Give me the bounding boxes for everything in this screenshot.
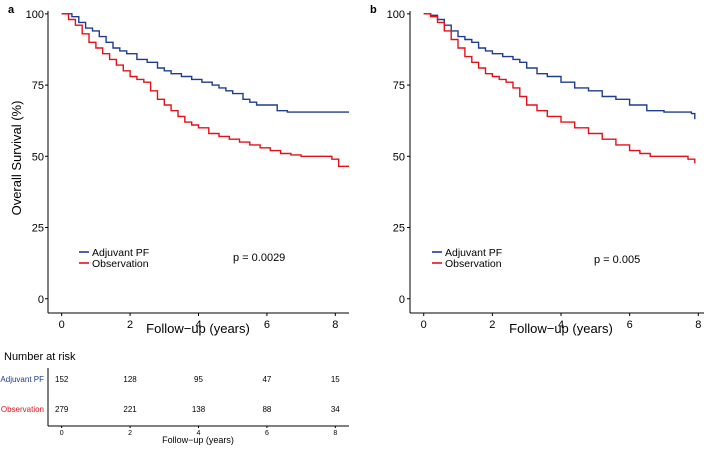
panel-b-x-tick-label: 6 [627,319,633,331]
risk-cell-adjuvant-pf: 15 [331,375,340,384]
panel-b-series-observation-line [423,13,696,164]
panel-a-y-tick-label: 0 [38,294,44,306]
panel-a-label: a [8,4,15,16]
risk-cell-adjuvant-pf: 152 [55,375,69,384]
risk-cell-adjuvant-pf: 47 [262,375,271,384]
panel-a-legend-observation-label: Observation [92,258,149,270]
panel-a-x-tick-label: 4 [195,319,201,331]
panel-a-series-adjuvant-pf-line [61,13,349,113]
panel-a-y-tick-label: 25 [32,223,44,235]
risk-cell-observation: 221 [123,405,137,414]
panel-a-x-tick-label: 0 [59,319,65,331]
panel-a-legend-adjuvant-pf-label: Adjuvant PF [92,247,149,259]
panel-b-y-tick-label: 0 [399,294,405,306]
panel-a-p-value: p = 0.0029 [233,252,285,264]
panel-a-y-tick-label: 75 [32,80,44,92]
panel-b-x-tick-label: 8 [695,319,701,331]
panel-a-y-axis-label: Overall Survival (%) [9,101,24,216]
panel-b-legend-adjuvant-pf-label: Adjuvant PF [445,247,502,259]
number-at-risk-table: Number at risk Follow−up (years) Adjuvan… [0,351,349,445]
panel-b-series-adjuvant-pf-line [423,13,696,120]
risk-table-x-tick-label: 8 [333,430,337,437]
panel-b-y-tick-label: 50 [393,151,405,163]
risk-row-observation-label: Observation [1,405,44,414]
panel-b-legend-observation-label: Observation [445,258,502,270]
risk-cell-observation: 34 [331,405,340,414]
panel-b-x-tick-label: 0 [421,319,427,331]
panel-b-x-axis-label: Follow−up (years) [509,321,613,336]
risk-table-x-tick-label: 6 [265,430,269,437]
panel-a-series-observation-line [61,13,349,167]
risk-cell-observation: 279 [55,405,69,414]
risk-row-adjuvant-pf-label: Adjuvant PF [0,375,44,384]
risk-table-x-tick-label: 2 [128,430,132,437]
panel-b-y-tick-label: 25 [393,223,405,235]
risk-table-x-tick-label: 4 [197,430,201,437]
panel-a-x-tick-label: 2 [127,319,133,331]
panel-b-p-value: p = 0.005 [594,254,640,266]
panel-b-y-tick-label: 100 [387,9,405,21]
panel-a-x-tick-label: 6 [264,319,270,331]
panel-a-x-tick-label: 8 [332,319,338,331]
panel-a-y-tick-label: 50 [32,151,44,163]
panel-b-label: b [370,4,377,16]
risk-cell-observation: 138 [192,405,206,414]
panel-b-x-tick-label: 2 [489,319,495,331]
risk-cell-observation: 88 [262,405,271,414]
panel-a-x-axis-label: Follow−up (years) [146,321,250,336]
risk-table-title: Number at risk [4,351,76,363]
risk-table-x-axis-label: Follow−up (years) [162,435,234,445]
risk-cell-adjuvant-pf: 128 [123,375,137,384]
panel-b-x-tick-label: 4 [558,319,564,331]
panel-a-chart: a Overall Survival (%) Follow−up (years)… [8,4,349,336]
risk-cell-adjuvant-pf: 95 [194,375,203,384]
panel-b-y-tick-label: 75 [393,80,405,92]
panel-a-y-tick-label: 100 [26,9,44,21]
panel-b-chart: b Follow−up (years) p = 0.005 0 25 50 75 100… [370,4,704,336]
risk-table-x-tick-label: 0 [60,430,64,437]
